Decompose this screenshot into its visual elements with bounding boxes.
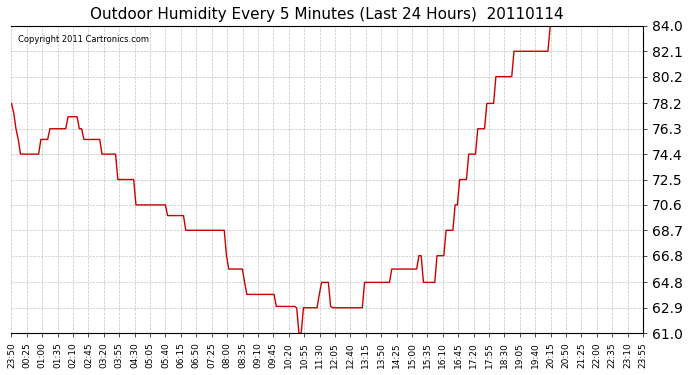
Text: Copyright 2011 Cartronics.com: Copyright 2011 Cartronics.com [18, 35, 149, 44]
Title: Outdoor Humidity Every 5 Minutes (Last 24 Hours)  20110114: Outdoor Humidity Every 5 Minutes (Last 2… [90, 7, 564, 22]
